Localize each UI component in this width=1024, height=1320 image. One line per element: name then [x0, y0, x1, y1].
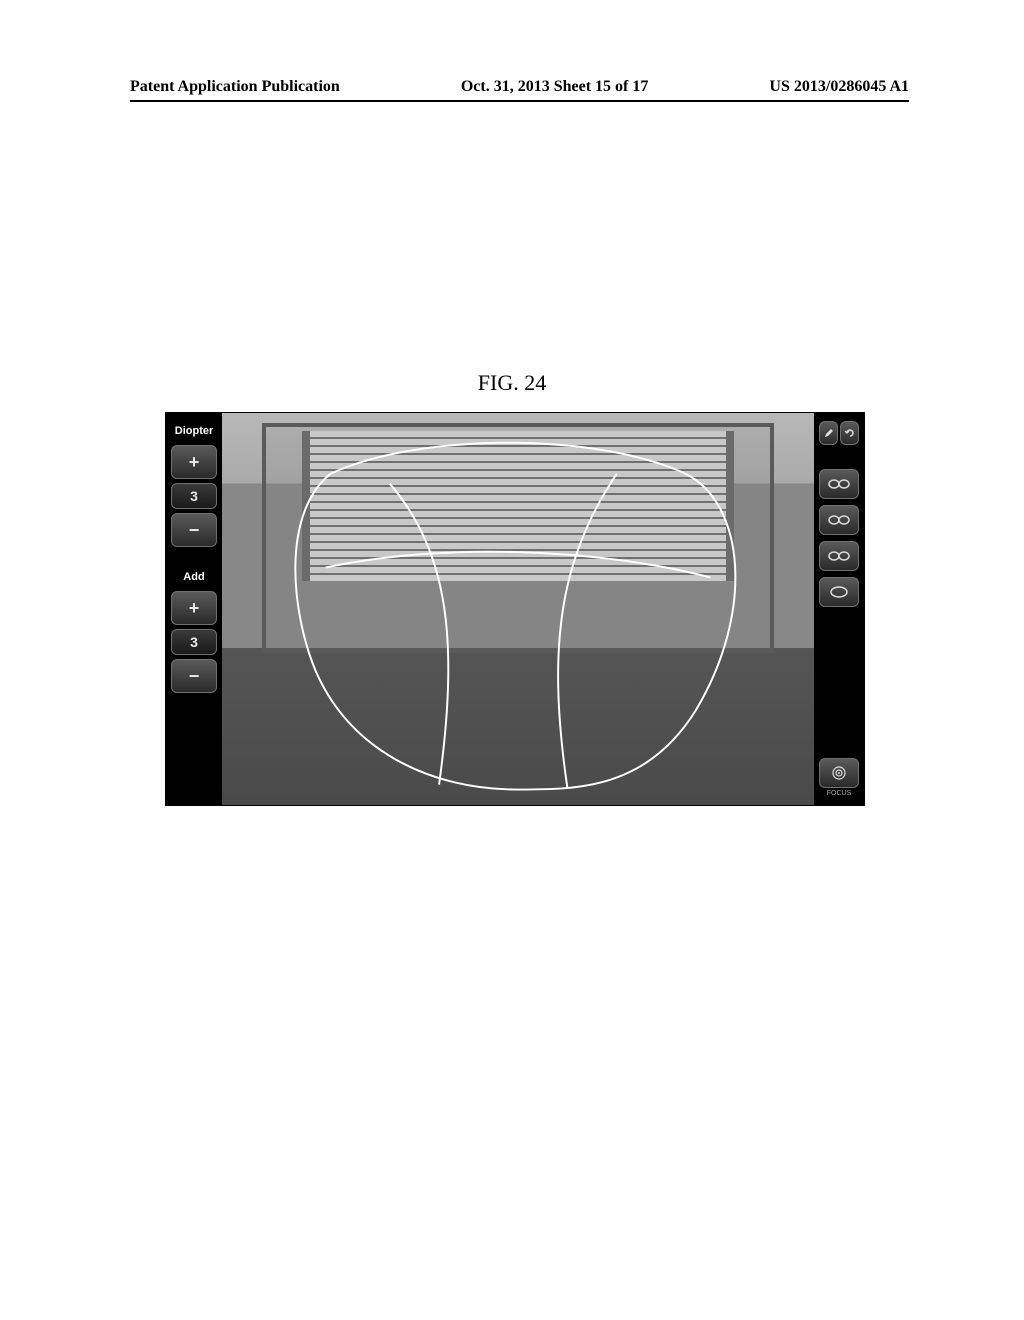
lens-curve-horizontal: [326, 552, 711, 578]
lens-overlay: [222, 413, 814, 805]
glasses-icon: [826, 547, 852, 565]
right-tool-panel: FOCUS: [814, 413, 864, 805]
add-plus-button[interactable]: +: [171, 591, 217, 625]
lens-preset-2-button[interactable]: [819, 505, 859, 535]
header-left: Patent Application Publication: [130, 78, 340, 96]
header-right: US 2013/0286045 A1: [769, 78, 909, 96]
lens-curve-left: [390, 484, 449, 785]
add-minus-button[interactable]: −: [171, 659, 217, 693]
lens-preset-1-button[interactable]: [819, 469, 859, 499]
lens-preset-4-button[interactable]: [819, 577, 859, 607]
diopter-minus-button[interactable]: −: [171, 513, 217, 547]
lens-outline: [295, 443, 735, 790]
diopter-plus-button[interactable]: +: [171, 445, 217, 479]
undo-button[interactable]: [840, 421, 859, 445]
pencil-icon: [823, 427, 835, 439]
glasses-icon: [826, 475, 852, 493]
minus-icon: −: [189, 520, 200, 541]
focus-button[interactable]: [819, 758, 859, 788]
header-center: Oct. 31, 2013 Sheet 15 of 17: [461, 78, 649, 96]
lens-curve-right: [558, 474, 617, 788]
lens-preview: [222, 413, 814, 805]
left-control-panel: Diopter + 3 − Add + 3 −: [166, 413, 222, 805]
target-icon: [826, 764, 852, 782]
app-screenshot: Diopter + 3 − Add + 3 −: [165, 412, 865, 806]
plus-icon: +: [189, 598, 200, 619]
undo-icon: [844, 427, 856, 439]
single-lens-icon: [826, 583, 852, 601]
diopter-label: Diopter: [170, 421, 218, 441]
add-label: Add: [170, 567, 218, 587]
figure-label: FIG. 24: [0, 370, 1024, 396]
focus-label: FOCUS: [827, 790, 852, 797]
diopter-value: 3: [171, 483, 217, 509]
lens-preset-3-button[interactable]: [819, 541, 859, 571]
glasses-icon: [826, 511, 852, 529]
minus-icon: −: [189, 666, 200, 687]
add-value: 3: [171, 629, 217, 655]
page-header: Patent Application Publication Oct. 31, …: [130, 78, 909, 102]
plus-icon: +: [189, 452, 200, 473]
edit-button[interactable]: [819, 421, 838, 445]
